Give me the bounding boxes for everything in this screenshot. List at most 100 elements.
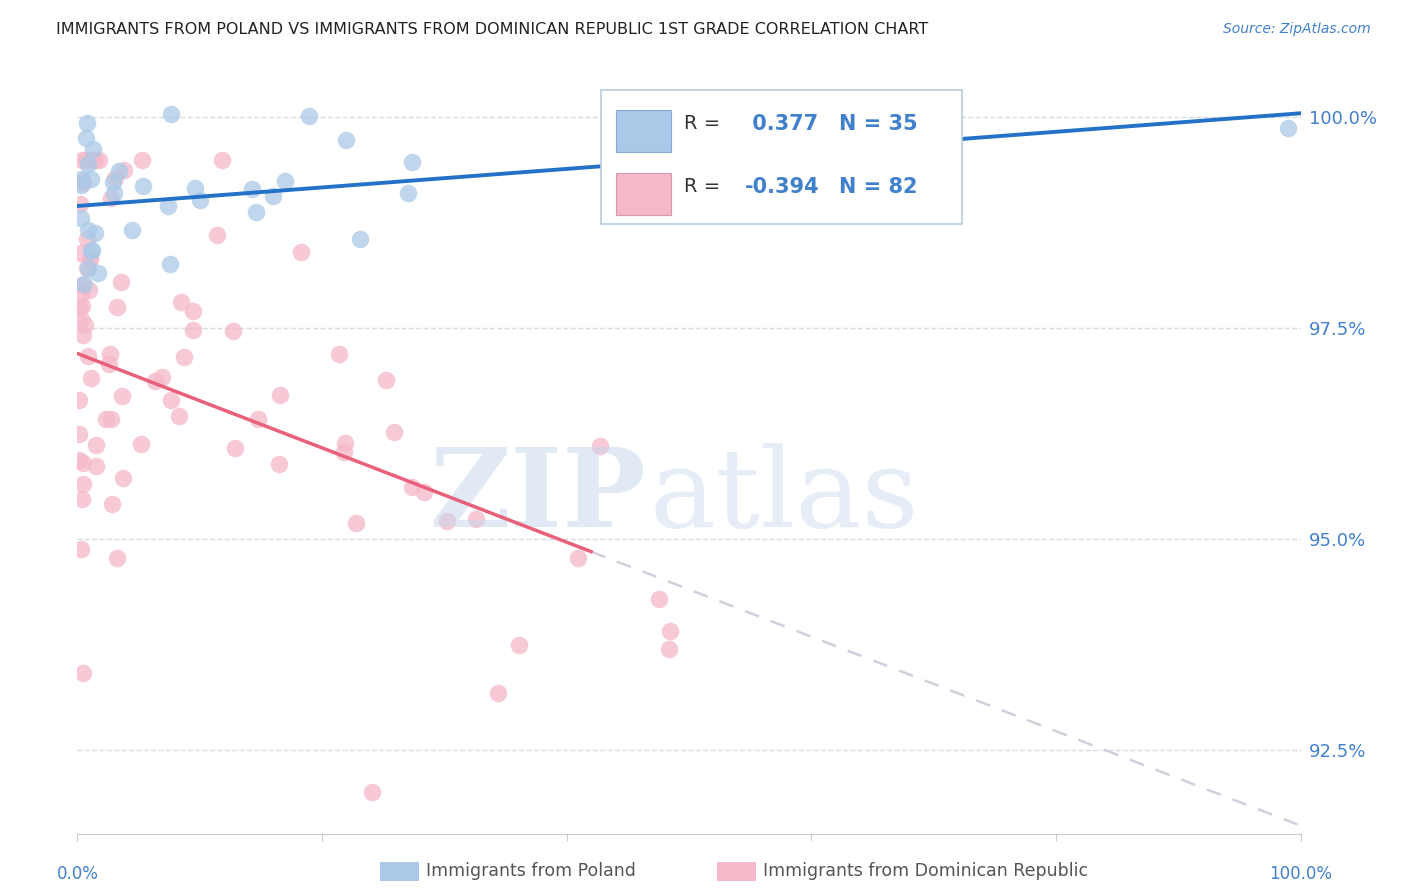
- Point: [131, 153, 153, 167]
- Point: [181, 304, 204, 318]
- Point: [274, 174, 297, 188]
- Point: [167, 409, 190, 423]
- Point: [170, 295, 193, 310]
- Point: [401, 480, 423, 494]
- Point: [375, 373, 398, 387]
- Point: [412, 485, 434, 500]
- Point: [76, 116, 98, 130]
- Point: [67, 453, 90, 467]
- Point: [360, 785, 382, 799]
- Text: 0.0%: 0.0%: [56, 864, 98, 883]
- Text: R =: R =: [685, 178, 720, 196]
- Point: [159, 257, 181, 271]
- Text: N = 35: N = 35: [839, 113, 918, 134]
- Point: [103, 186, 125, 200]
- Point: [100, 497, 122, 511]
- Point: [69, 246, 91, 260]
- Point: [69, 211, 91, 226]
- Bar: [616, 110, 671, 152]
- Point: [396, 186, 419, 200]
- Point: [112, 163, 135, 178]
- Point: [188, 194, 211, 208]
- Point: [76, 260, 98, 275]
- Point: [332, 444, 354, 458]
- Point: [132, 179, 155, 194]
- Point: [328, 347, 350, 361]
- Point: [100, 411, 122, 425]
- Point: [160, 106, 183, 120]
- Text: 0.377: 0.377: [745, 113, 818, 134]
- Point: [401, 154, 423, 169]
- Point: [75, 131, 97, 145]
- Point: [75, 153, 97, 167]
- Point: [73, 277, 96, 291]
- Point: [72, 666, 94, 681]
- Point: [72, 174, 94, 188]
- Point: [72, 456, 94, 470]
- Point: [70, 299, 93, 313]
- Point: [486, 686, 509, 700]
- Point: [82, 153, 104, 167]
- Text: Immigrants from Poland: Immigrants from Poland: [426, 863, 636, 880]
- Point: [290, 245, 312, 260]
- Point: [70, 178, 93, 193]
- Point: [77, 157, 100, 171]
- Point: [83, 153, 105, 167]
- Point: [567, 550, 589, 565]
- Point: [80, 371, 103, 385]
- Point: [224, 442, 246, 456]
- Point: [70, 312, 93, 326]
- Point: [82, 243, 104, 257]
- Point: [111, 471, 134, 485]
- Point: [76, 261, 98, 276]
- Bar: [616, 173, 671, 215]
- Point: [97, 357, 120, 371]
- Point: [72, 327, 94, 342]
- Text: atlas: atlas: [650, 443, 920, 550]
- Point: [84, 226, 107, 240]
- Point: [75, 318, 97, 332]
- Point: [107, 164, 129, 178]
- Text: -0.394: -0.394: [745, 177, 820, 197]
- Point: [82, 142, 104, 156]
- Point: [94, 412, 117, 426]
- Point: [298, 109, 321, 123]
- Point: [70, 172, 93, 186]
- Point: [69, 197, 91, 211]
- Point: [344, 516, 367, 530]
- Point: [262, 189, 284, 203]
- Point: [658, 642, 681, 657]
- Point: [67, 301, 90, 315]
- Point: [267, 458, 290, 472]
- Point: [70, 153, 93, 167]
- Point: [173, 351, 195, 365]
- Point: [72, 278, 94, 293]
- Point: [105, 300, 128, 314]
- Point: [98, 347, 121, 361]
- Point: [245, 205, 267, 219]
- Point: [72, 176, 94, 190]
- Point: [152, 370, 174, 384]
- Point: [647, 591, 669, 606]
- Point: [269, 388, 291, 402]
- Point: [69, 393, 91, 408]
- Point: [100, 191, 122, 205]
- Point: [70, 542, 93, 557]
- Point: [349, 232, 371, 246]
- Point: [84, 438, 107, 452]
- Point: [110, 275, 132, 289]
- Point: [79, 251, 101, 265]
- Point: [205, 228, 228, 243]
- Point: [181, 323, 204, 337]
- Point: [1277, 121, 1299, 136]
- Point: [333, 436, 356, 450]
- FancyBboxPatch shape: [600, 90, 962, 224]
- Text: 100.0%: 100.0%: [1270, 864, 1331, 883]
- Point: [335, 133, 357, 147]
- Point: [508, 638, 530, 652]
- Point: [70, 286, 93, 301]
- Point: [156, 199, 179, 213]
- Point: [76, 223, 98, 237]
- Point: [436, 514, 458, 528]
- Point: [658, 624, 681, 638]
